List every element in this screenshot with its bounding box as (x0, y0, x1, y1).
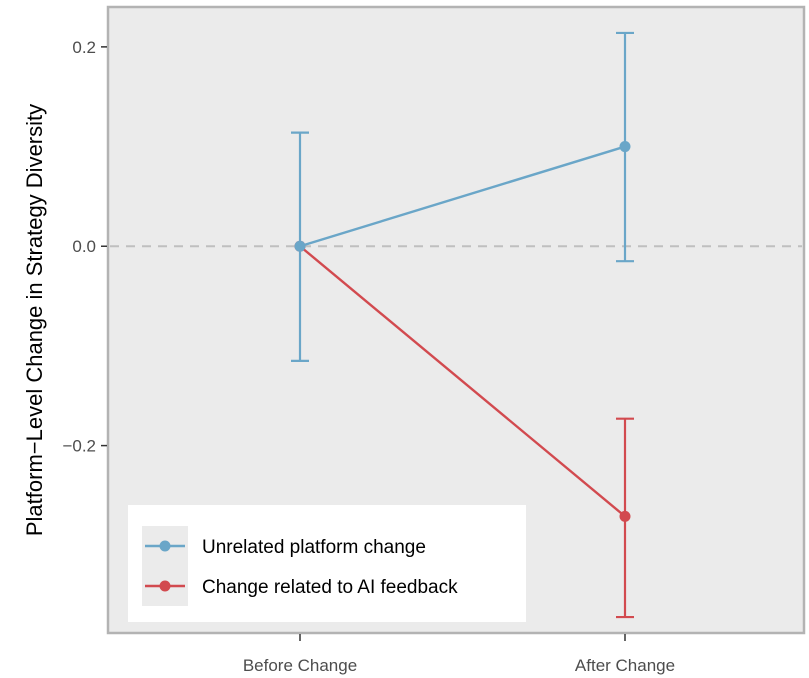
x-tick-label: Before Change (243, 656, 357, 675)
x-tick-label: After Change (575, 656, 675, 675)
legend: Unrelated platform change Change related … (128, 505, 526, 622)
data-point (619, 141, 631, 153)
data-point (619, 510, 631, 522)
series-0 (291, 31, 634, 362)
legend-key-point (159, 540, 171, 552)
y-tick-label: 0.0 (72, 237, 96, 256)
legend-key-point (159, 580, 171, 592)
series-line (299, 245, 626, 518)
y-axis-title: Platform−Level Change in Strategy Divers… (22, 104, 47, 536)
legend-label: Unrelated platform change (202, 537, 426, 558)
y-tick-label: 0.2 (72, 38, 96, 57)
series-line (299, 145, 626, 248)
data-point (294, 240, 306, 252)
legend-box (128, 505, 526, 622)
legend-label: Change related to AI feedback (202, 577, 458, 598)
y-tick-label: −0.2 (62, 437, 96, 456)
